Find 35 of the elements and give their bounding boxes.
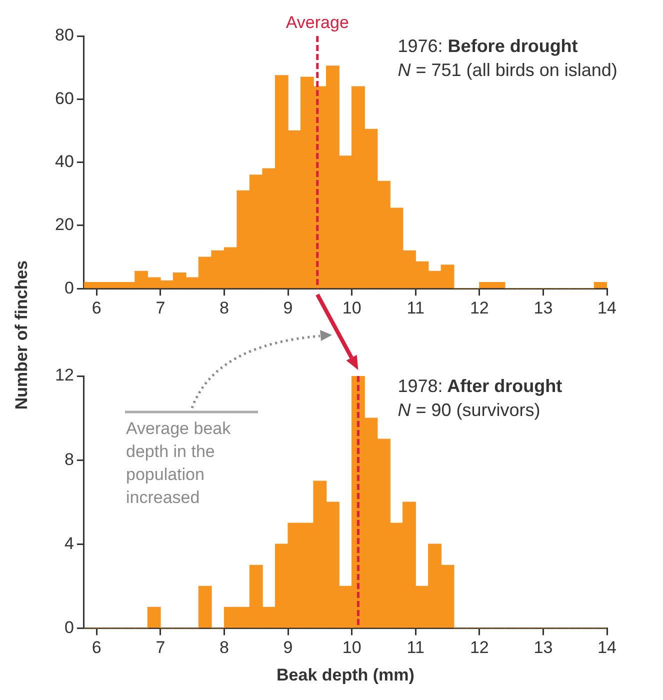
ref-line-label: Average bbox=[286, 13, 349, 32]
x-tick-label: 13 bbox=[534, 298, 553, 318]
text: N = 751 (all birds on island) bbox=[398, 60, 618, 80]
x-axis-title: Beak depth (mm) bbox=[276, 665, 414, 684]
x-tick-label: 10 bbox=[342, 298, 362, 318]
y-tick-label: 0 bbox=[64, 618, 74, 637]
x-tick-label: 12 bbox=[470, 638, 489, 658]
x-tick-label: 14 bbox=[598, 638, 616, 658]
annotation: Average beak depth in the population increased bbox=[126, 418, 232, 509]
chart-title: 1978: After drought bbox=[398, 376, 562, 396]
y-tick-label: 12 bbox=[54, 366, 74, 385]
y-tick-label: 40 bbox=[54, 152, 74, 171]
text: N = 90 (survivors) bbox=[398, 400, 540, 420]
x-tick-label: 7 bbox=[156, 638, 166, 658]
y-tick-label: 60 bbox=[54, 88, 74, 108]
x-tick-label: 8 bbox=[220, 638, 229, 658]
y-tick-label: 4 bbox=[64, 534, 74, 553]
x-tick-label: 10 bbox=[342, 638, 362, 658]
y-tick-label: 20 bbox=[54, 215, 74, 234]
x-tick-label: 11 bbox=[406, 638, 424, 658]
x-tick-label: 13 bbox=[534, 638, 553, 658]
x-tick-label: 14 bbox=[598, 298, 616, 318]
x-tick-label: 7 bbox=[156, 298, 166, 318]
x-tick-label: 6 bbox=[92, 298, 102, 318]
x-tick-label: 9 bbox=[283, 638, 293, 658]
y-tick-label: 80 bbox=[54, 26, 74, 45]
chart-title: 1976: Before drought bbox=[398, 36, 578, 56]
x-tick-label: 11 bbox=[406, 298, 424, 318]
x-tick-label: 9 bbox=[283, 298, 293, 318]
y-tick-label: 8 bbox=[64, 450, 74, 469]
y-axis-title: Number of finches bbox=[12, 260, 32, 410]
x-tick-label: 12 bbox=[470, 298, 489, 318]
y-tick-label: 0 bbox=[64, 278, 74, 298]
x-tick-label: 6 bbox=[92, 638, 102, 658]
x-tick-label: 8 bbox=[220, 298, 229, 318]
